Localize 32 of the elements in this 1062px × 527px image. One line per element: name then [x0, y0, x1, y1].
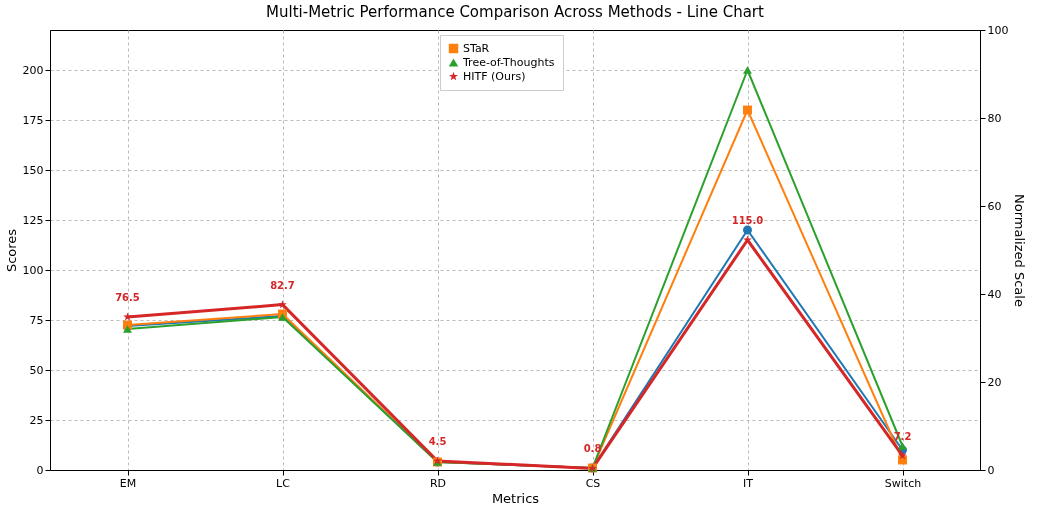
y-tick-label: 175 — [22, 113, 44, 127]
data-label: 82.7 — [270, 279, 295, 291]
y-tick-label: 200 — [22, 63, 44, 77]
y2-tick-label: 100 — [987, 23, 1009, 37]
x-tick-label: IT — [743, 476, 754, 490]
x-tick-label: EM — [119, 476, 137, 490]
y-tick-label: 75 — [29, 313, 44, 327]
y-tick-label: 150 — [22, 163, 44, 177]
y2-tick-label: 80 — [987, 111, 1002, 125]
chart-title: Multi-Metric Performance Comparison Across Methods - Line Chart — [266, 3, 765, 21]
legend-label: HITF (Ours) — [463, 69, 526, 83]
y2-axis-title: Normalized Scale — [1012, 194, 1028, 307]
x-tick-label: Switch — [884, 476, 922, 490]
y-tick-label: 100 — [22, 263, 44, 277]
data-label: 4.5 — [428, 436, 447, 447]
y2-tick-label: 40 — [987, 287, 1002, 301]
y2-tick-label: 60 — [987, 199, 1002, 213]
y-tick-label: 50 — [29, 363, 44, 377]
y-axis-title: Scores — [3, 228, 19, 273]
x-axis-title: Metrics — [491, 490, 540, 506]
x-tick-label: LC — [276, 476, 291, 490]
data-label: 115.0 — [731, 215, 764, 226]
y-tick-label: 125 — [22, 213, 44, 227]
y2-tick-label: 0 — [987, 463, 995, 477]
legend-label: STaR — [463, 41, 490, 55]
x-tick-label: CS — [585, 476, 601, 490]
y-tick-label: 25 — [29, 413, 44, 427]
y-tick-label: 0 — [36, 463, 44, 477]
y2-tick-label: 20 — [987, 375, 1002, 389]
data-label: 76.5 — [115, 292, 140, 303]
legend-label: Tree-of-Thoughts — [462, 55, 555, 69]
x-tick-label: RD — [429, 476, 447, 490]
